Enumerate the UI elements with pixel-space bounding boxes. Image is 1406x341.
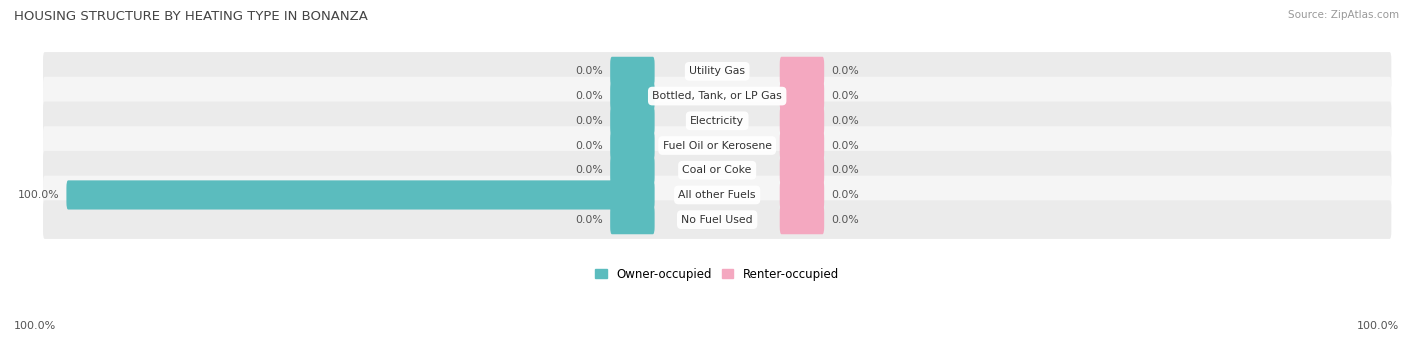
FancyBboxPatch shape <box>610 106 655 135</box>
Text: Coal or Coke: Coal or Coke <box>682 165 752 175</box>
FancyBboxPatch shape <box>44 151 1392 190</box>
Text: 0.0%: 0.0% <box>831 91 859 101</box>
FancyBboxPatch shape <box>610 57 655 86</box>
Text: 0.0%: 0.0% <box>831 165 859 175</box>
Text: 0.0%: 0.0% <box>831 66 859 76</box>
Legend: Owner-occupied, Renter-occupied: Owner-occupied, Renter-occupied <box>592 264 842 284</box>
Text: HOUSING STRUCTURE BY HEATING TYPE IN BONANZA: HOUSING STRUCTURE BY HEATING TYPE IN BON… <box>14 10 368 23</box>
FancyBboxPatch shape <box>780 155 824 185</box>
Text: Electricity: Electricity <box>690 116 744 126</box>
Text: Source: ZipAtlas.com: Source: ZipAtlas.com <box>1288 10 1399 20</box>
FancyBboxPatch shape <box>610 155 655 185</box>
FancyBboxPatch shape <box>44 201 1392 239</box>
Text: 0.0%: 0.0% <box>831 140 859 150</box>
FancyBboxPatch shape <box>44 176 1392 214</box>
Text: 0.0%: 0.0% <box>575 116 603 126</box>
Text: No Fuel Used: No Fuel Used <box>682 215 754 225</box>
FancyBboxPatch shape <box>44 102 1392 140</box>
Text: Fuel Oil or Kerosene: Fuel Oil or Kerosene <box>662 140 772 150</box>
FancyBboxPatch shape <box>780 57 824 86</box>
FancyBboxPatch shape <box>66 180 655 209</box>
Text: 0.0%: 0.0% <box>575 215 603 225</box>
Text: 0.0%: 0.0% <box>831 190 859 200</box>
FancyBboxPatch shape <box>610 131 655 160</box>
Text: 0.0%: 0.0% <box>575 140 603 150</box>
Text: Bottled, Tank, or LP Gas: Bottled, Tank, or LP Gas <box>652 91 782 101</box>
FancyBboxPatch shape <box>780 180 824 209</box>
FancyBboxPatch shape <box>44 52 1392 91</box>
Text: 100.0%: 100.0% <box>18 190 59 200</box>
FancyBboxPatch shape <box>610 205 655 234</box>
Text: 0.0%: 0.0% <box>575 165 603 175</box>
FancyBboxPatch shape <box>610 81 655 110</box>
Text: 100.0%: 100.0% <box>14 321 56 331</box>
Text: Utility Gas: Utility Gas <box>689 66 745 76</box>
FancyBboxPatch shape <box>780 131 824 160</box>
Text: 0.0%: 0.0% <box>575 91 603 101</box>
Text: 0.0%: 0.0% <box>575 66 603 76</box>
FancyBboxPatch shape <box>44 77 1392 115</box>
FancyBboxPatch shape <box>780 205 824 234</box>
FancyBboxPatch shape <box>780 106 824 135</box>
Text: 0.0%: 0.0% <box>831 116 859 126</box>
Text: All other Fuels: All other Fuels <box>679 190 756 200</box>
FancyBboxPatch shape <box>780 81 824 110</box>
Text: 100.0%: 100.0% <box>1357 321 1399 331</box>
FancyBboxPatch shape <box>44 126 1392 165</box>
Text: 0.0%: 0.0% <box>831 215 859 225</box>
